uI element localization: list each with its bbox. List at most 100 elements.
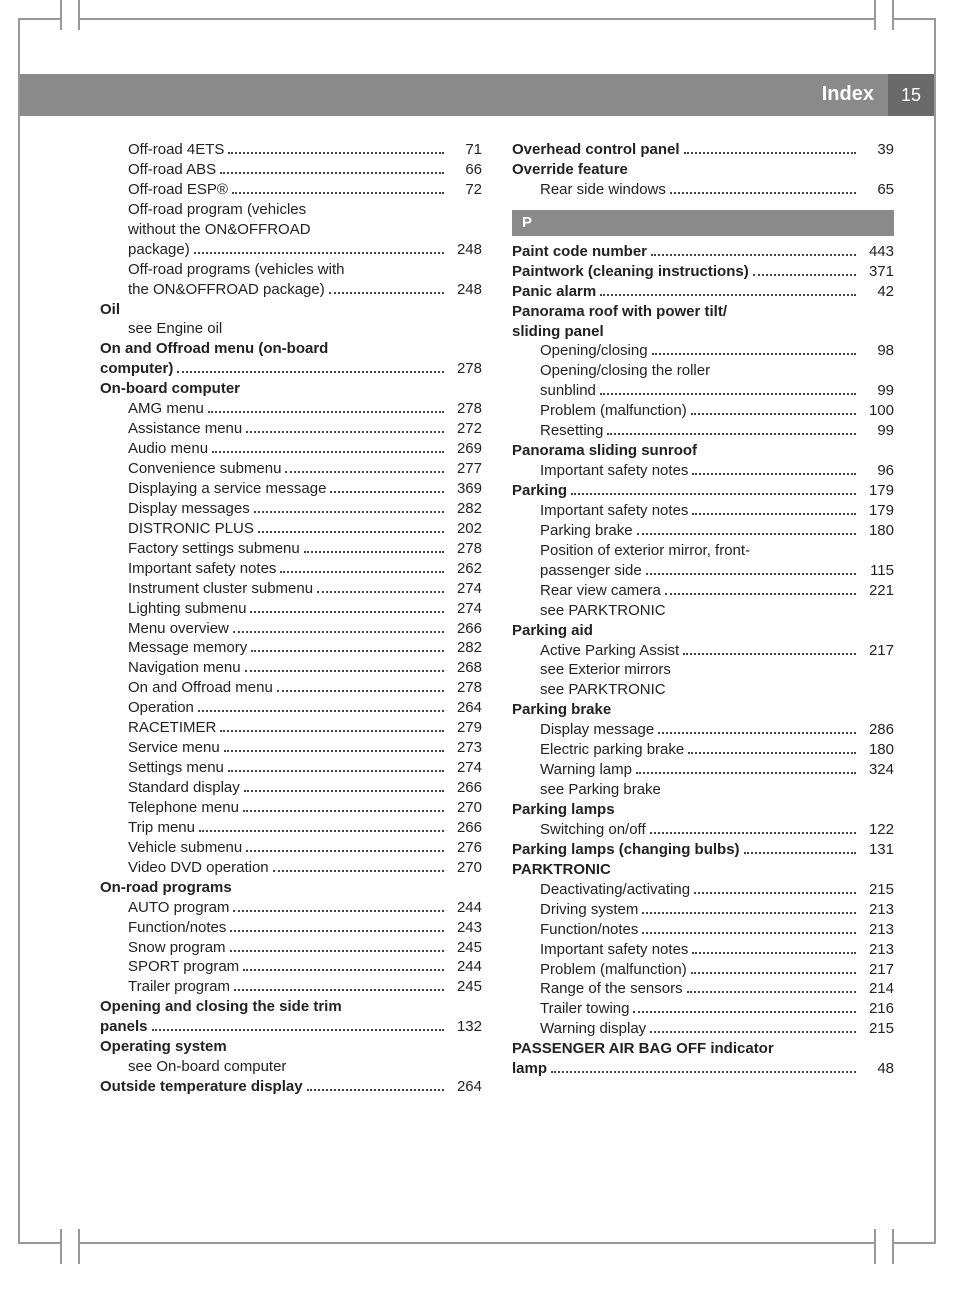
binder-notch [874,1229,894,1264]
index-entry: Switching on/off 122 [512,820,894,840]
index-entry: DISTRONIC PLUS 202 [100,519,482,539]
index-entry-page: 217 [860,641,894,661]
index-entry-page: 371 [860,262,894,282]
index-entry-leader-dots [230,950,444,952]
index-entry-page: 274 [448,599,482,619]
index-text-line: Position of exterior mirror, front- [512,541,894,561]
index-entry-leader-dots [243,969,444,971]
index-entry-leader-dots [650,1031,856,1033]
index-heading: PARKTRONIC [512,860,894,880]
index-entry-label: Telephone menu [128,798,239,818]
index-entry: Range of the sensors 214 [512,979,894,999]
index-entry-page: 279 [448,718,482,738]
index-entry-page: 179 [860,481,894,501]
index-entry-leader-dots [245,670,444,672]
index-entry: Trailer program 245 [100,977,482,997]
index-entry-label: Driving system [540,900,638,920]
index-entry: Audio menu 269 [100,439,482,459]
index-entry-page: 266 [448,619,482,639]
index-entry: Assistance menu 272 [100,419,482,439]
index-entry: Panic alarm 42 [512,282,894,302]
index-entry: Service menu 273 [100,738,482,758]
index-entry-leader-dots [230,930,444,932]
index-entry-page: 245 [448,938,482,958]
index-entry-label: Display messages [128,499,250,519]
index-entry-label: Switching on/off [540,820,646,840]
index-entry-label: Off-road ESP® [128,180,228,200]
index-entry: Opening/closing 98 [512,341,894,361]
index-entry-label: Operation [128,698,194,718]
index-entry-leader-dots [753,274,856,276]
index-entry-leader-dots [234,989,444,991]
index-entry: SPORT program 244 [100,957,482,977]
index-entry-label: Off-road ABS [128,160,216,180]
index-entry-leader-dots [637,533,856,535]
index-entry-label: Rear side windows [540,180,666,200]
index-entry-leader-dots [330,491,444,493]
binder-notch [60,1229,80,1264]
index-entry-leader-dots [329,292,444,294]
index-entry-label: Service menu [128,738,220,758]
index-entry: Overhead control panel 39 [512,140,894,160]
index-entry-label: Rear view camera [540,581,661,601]
index-entry-leader-dots [694,892,856,894]
index-entry: AUTO program 244 [100,898,482,918]
index-entry: Driving system 213 [512,900,894,920]
index-text-line: see PARKTRONIC [512,680,894,700]
index-entry-label: On and Offroad menu [128,678,273,698]
index-entry: sunblind 99 [512,381,894,401]
index-entry-page: 274 [448,579,482,599]
index-entry: Navigation menu 268 [100,658,482,678]
index-entry-label: the ON&OFFROAD package) [128,280,325,300]
index-entry-leader-dots [307,1089,444,1091]
index-entry: Settings menu 274 [100,758,482,778]
index-entry-label: Convenience submenu [128,459,281,479]
header-title: Index [822,74,888,116]
index-entry-leader-dots [243,810,444,812]
index-entry-leader-dots [285,471,444,473]
index-entry: Paintwork (cleaning instructions) 371 [512,262,894,282]
index-entry-leader-dots [692,473,856,475]
index-entry: Important safety notes 96 [512,461,894,481]
index-entry: Important safety notes 262 [100,559,482,579]
index-entry-page: 66 [448,160,482,180]
index-entry-page: 270 [448,798,482,818]
index-entry-label: Instrument cluster submenu [128,579,313,599]
index-entry-leader-dots [258,531,444,533]
index-entry-page: 443 [860,242,894,262]
index-entry-leader-dots [273,870,444,872]
index-heading: Panorama sliding sunroof [512,441,894,461]
index-entry-page: 99 [860,381,894,401]
index-entry: Parking 179 [512,481,894,501]
index-text-line: see Engine oil [100,319,482,339]
index-entry: Important safety notes 179 [512,501,894,521]
index-entry: Deactivating/activating 215 [512,880,894,900]
index-heading: Override feature [512,160,894,180]
page-border [18,18,936,20]
page-border [934,18,936,1244]
index-entry-leader-dots [600,294,856,296]
index-text-line: see Exterior mirrors [512,660,894,680]
index-entry-page: 100 [860,401,894,421]
index-entry: Trip menu 266 [100,818,482,838]
index-entry: Factory settings submenu 278 [100,539,482,559]
index-entry-page: 272 [448,419,482,439]
index-entry-leader-dots [228,770,444,772]
index-entry: Warning display 215 [512,1019,894,1039]
index-entry-leader-dots [688,752,856,754]
index-entry-label: Active Parking Assist [540,641,679,661]
index-heading: On-road programs [100,878,482,898]
index-entry: RACETIMER 279 [100,718,482,738]
index-entry: Operation 264 [100,698,482,718]
index-entry-label: Important safety notes [540,940,688,960]
header-page-number: 15 [888,74,934,116]
index-entry-leader-dots [642,912,856,914]
index-entry-page: 179 [860,501,894,521]
index-entry-leader-dots [194,252,444,254]
index-entry-page: 122 [860,820,894,840]
index-entry: the ON&OFFROAD package) 248 [100,280,482,300]
index-entry: Display message 286 [512,720,894,740]
index-entry-page: 213 [860,900,894,920]
index-entry-label: Factory settings submenu [128,539,300,559]
index-text-line: see Parking brake [512,780,894,800]
